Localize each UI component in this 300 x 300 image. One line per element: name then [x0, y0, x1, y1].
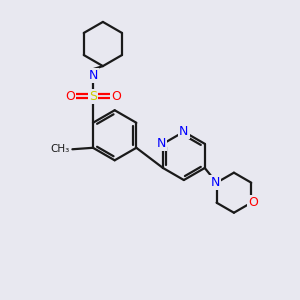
Text: O: O	[65, 90, 75, 103]
Text: O: O	[111, 90, 121, 103]
Text: S: S	[89, 90, 97, 103]
Text: CH₃: CH₃	[51, 144, 70, 154]
Text: O: O	[248, 196, 258, 209]
Text: N: N	[88, 69, 98, 82]
Text: N: N	[210, 176, 220, 189]
Text: N: N	[179, 125, 188, 138]
Text: N: N	[157, 137, 166, 150]
